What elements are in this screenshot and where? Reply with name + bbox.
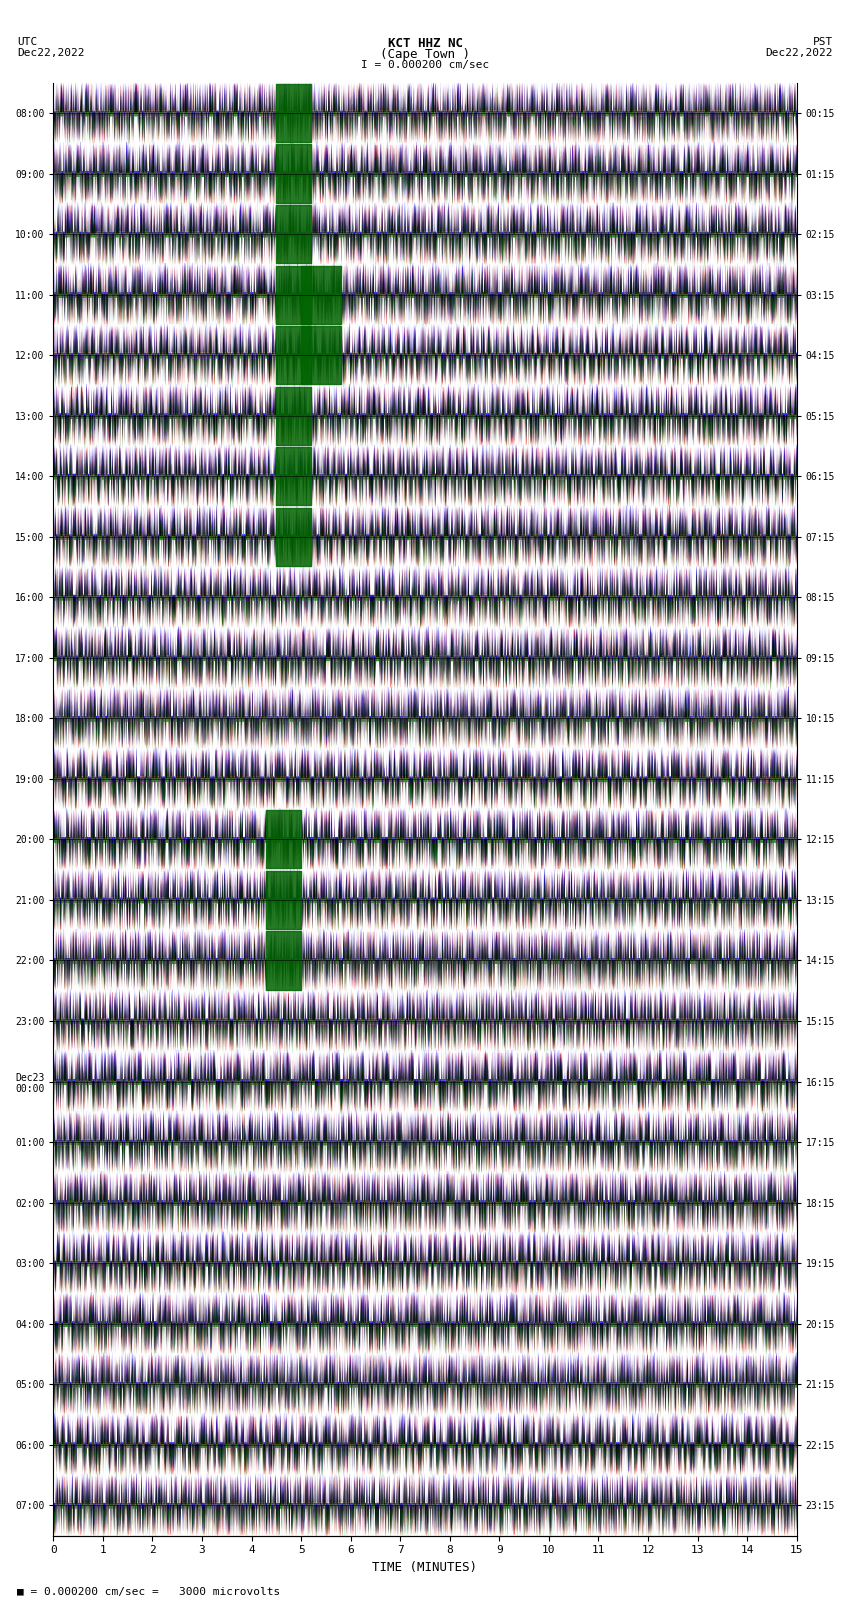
Text: I = 0.000200 cm/sec: I = 0.000200 cm/sec xyxy=(361,60,489,69)
Text: Dec22,2022: Dec22,2022 xyxy=(766,48,833,58)
X-axis label: TIME (MINUTES): TIME (MINUTES) xyxy=(372,1561,478,1574)
Text: (Cape Town ): (Cape Town ) xyxy=(380,48,470,61)
Text: ■ = 0.000200 cm/sec =   3000 microvolts: ■ = 0.000200 cm/sec = 3000 microvolts xyxy=(17,1587,280,1597)
Text: PST: PST xyxy=(813,37,833,47)
Text: KCT HHZ NC: KCT HHZ NC xyxy=(388,37,462,50)
Text: Dec22,2022: Dec22,2022 xyxy=(17,48,84,58)
Text: UTC: UTC xyxy=(17,37,37,47)
